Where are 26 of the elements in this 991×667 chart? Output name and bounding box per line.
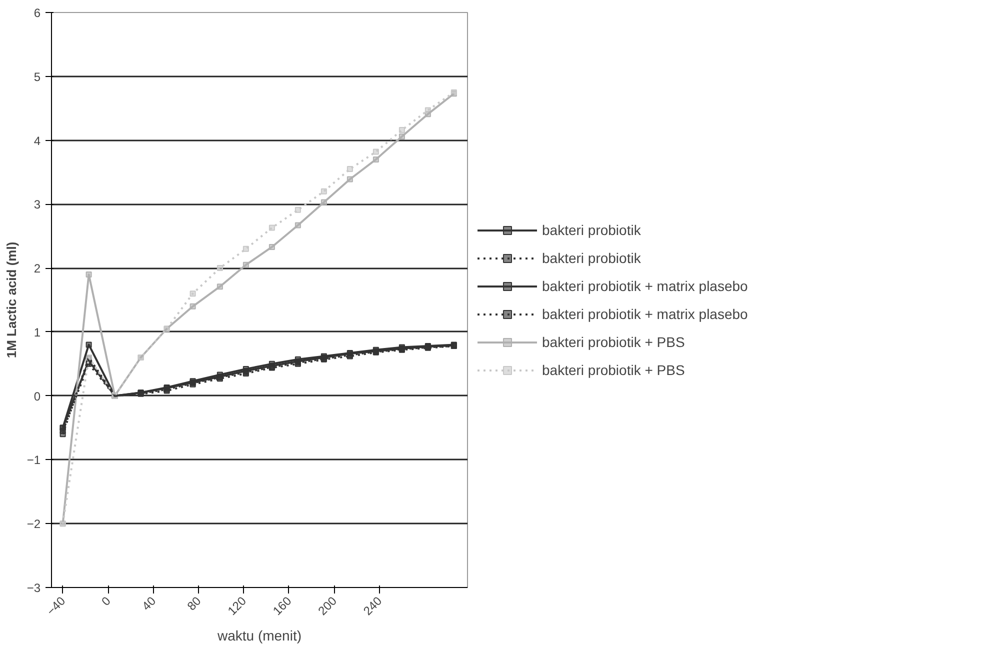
- x-tick-label: 80: [184, 594, 204, 614]
- y-tick-label: 0: [34, 389, 41, 404]
- legend-label: bakteri probiotik + matrix plasebo: [542, 278, 748, 294]
- x-tick-label: −40: [44, 594, 68, 618]
- y-tick-label: 1: [34, 325, 41, 340]
- x-tick-label: 40: [139, 594, 159, 614]
- y-tick-label: 3: [34, 198, 41, 212]
- x-axis-title: waktu (menit): [216, 627, 302, 644]
- x-tick-label: 0: [98, 594, 114, 609]
- y-tick-label: −1: [26, 453, 41, 468]
- legend-label: bakteri probiotik + PBS: [542, 362, 685, 378]
- y-tick-label: 2: [34, 262, 41, 276]
- x-tick-label: 120: [224, 594, 250, 618]
- x-tick-label: 200: [315, 594, 340, 618]
- legend-label: bakteri probiotik: [542, 250, 641, 266]
- y-axis-title: 1M Lactic acid (ml): [4, 242, 19, 358]
- y-tick-label: 6: [34, 6, 41, 20]
- y-tick-label: −3: [26, 581, 41, 595]
- legend-label: bakteri probiotik + PBS: [542, 334, 685, 350]
- x-tick-label: 160: [270, 594, 294, 618]
- y-tick-label: 4: [34, 134, 41, 148]
- legend-label: bakteri probiotik + matrix plasebo: [542, 306, 748, 322]
- y-tick-label: −2: [26, 517, 41, 532]
- x-tick-label: 240: [360, 594, 385, 618]
- legend-label: bakteri probiotik: [542, 222, 641, 238]
- y-tick-label: 5: [34, 70, 41, 84]
